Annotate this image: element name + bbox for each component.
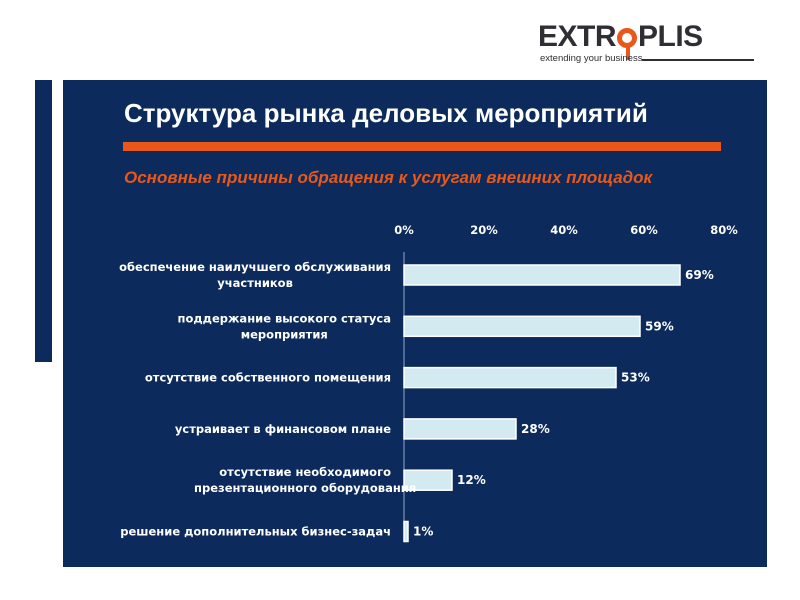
logo-tagline: extending your business <box>540 53 643 64</box>
category-label: отсутствие собственного помещения <box>145 371 391 385</box>
data-label: 69% <box>685 268 714 282</box>
category-label: обеспечение наилучшего обслуживания <box>119 260 391 274</box>
title-accent-bar <box>123 142 721 151</box>
category-label: поддержание высокого статуса <box>178 311 391 325</box>
chart-subtitle: Основные причины обращения к услугам вне… <box>124 168 653 187</box>
slide-title: Структура рынка деловых мероприятий <box>124 98 648 128</box>
bar <box>403 315 641 338</box>
logo-wordmark-right: PLIS <box>638 20 703 53</box>
x-tick-label: 40% <box>550 223 578 237</box>
logo-pin-icon <box>617 28 638 60</box>
bar <box>403 418 517 440</box>
category-label: участников <box>217 276 293 290</box>
x-tick-label: 60% <box>630 223 658 237</box>
x-tick-label: 20% <box>470 223 498 237</box>
bar <box>403 264 681 286</box>
category-label: устраивает в финансовом плане <box>175 422 391 436</box>
data-label: 28% <box>521 422 550 436</box>
x-tick-label: 80% <box>710 223 738 237</box>
category-label: мероприятия <box>241 327 328 341</box>
logo-wordmark: EXTR PLIS <box>538 20 703 60</box>
bar <box>403 520 409 543</box>
category-label: отсутствие необходимого <box>219 465 391 479</box>
data-label: 59% <box>645 319 674 333</box>
category-label: решение дополнительных бизнес-задач <box>120 525 391 539</box>
bar <box>403 469 453 491</box>
side-strip <box>35 80 52 362</box>
bar <box>403 366 617 389</box>
category-label: презентационного оборудования <box>194 481 416 495</box>
logo-wordmark-left: EXTR <box>538 20 617 53</box>
data-label: 53% <box>621 371 650 385</box>
logo-underline <box>642 59 754 61</box>
data-label: 12% <box>457 473 486 487</box>
x-tick-label: 0% <box>394 223 414 237</box>
extropolis-logo: EXTR PLIS extending your business <box>538 20 768 66</box>
data-label: 1% <box>413 525 433 539</box>
